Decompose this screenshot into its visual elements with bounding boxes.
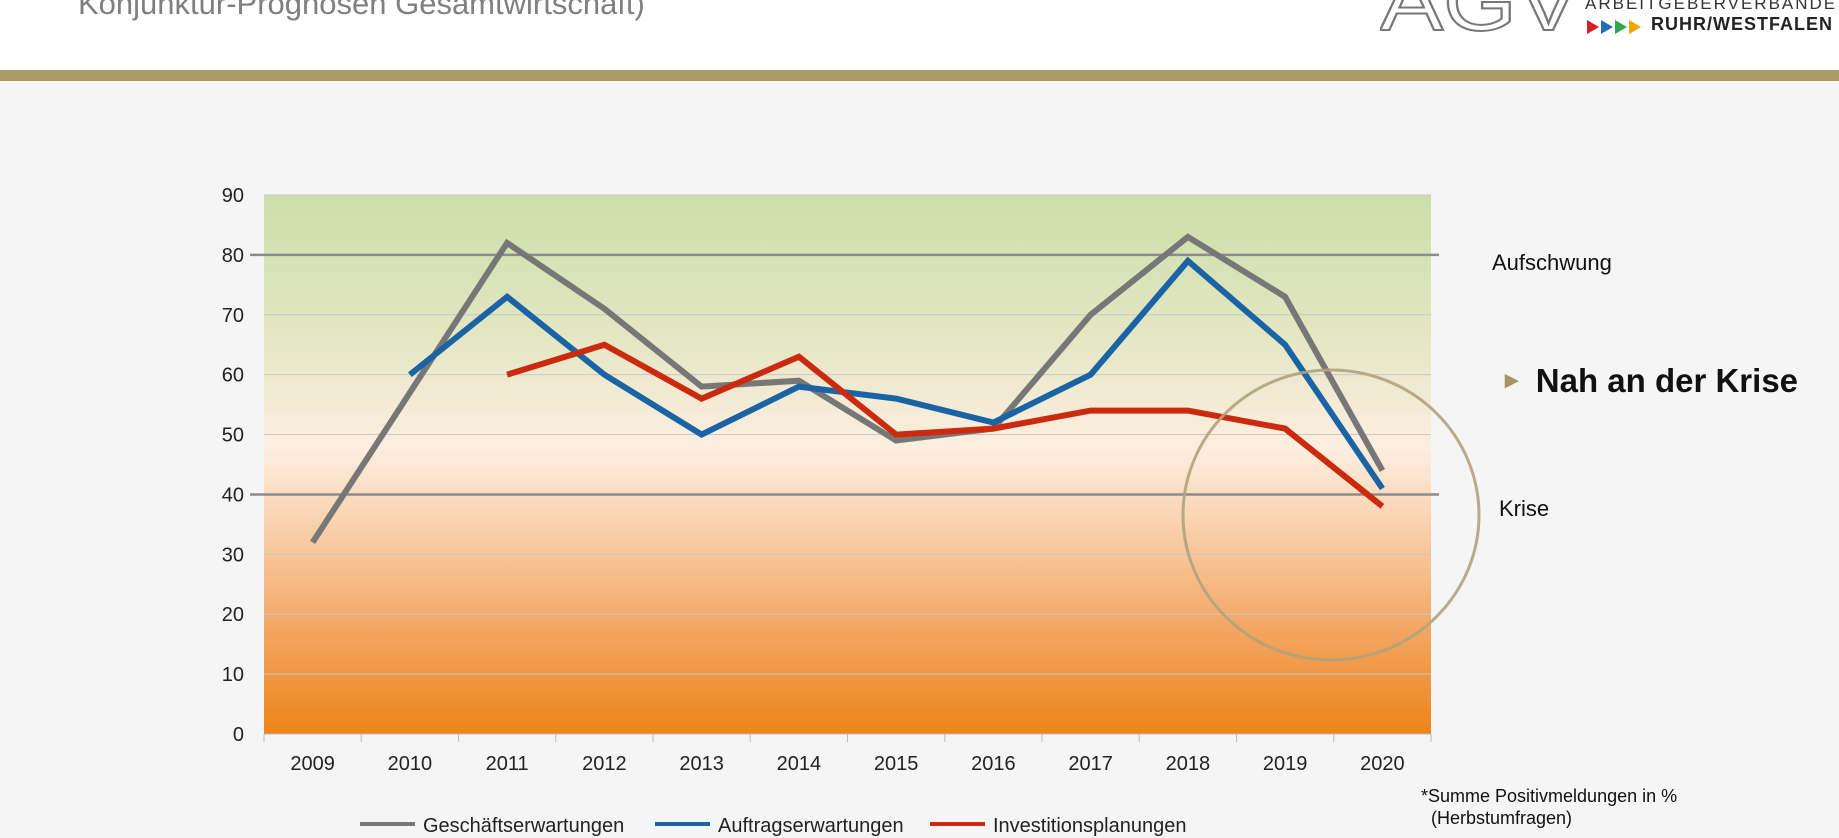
legend-swatch <box>930 822 985 826</box>
legend-label: Geschäftserwartungen <box>423 815 624 837</box>
x-tick-label: 2015 <box>874 753 919 775</box>
y-tick-label: 10 <box>222 664 244 686</box>
label-aufschwung: Aufschwung <box>1492 250 1612 276</box>
label-krise: Krise <box>1499 496 1549 522</box>
y-tick-label: 80 <box>222 245 244 267</box>
footnote-line1: *Summe Positivmeldungen in % <box>1421 785 1677 807</box>
x-tick-label: 2010 <box>388 753 433 775</box>
y-tick-label: 40 <box>222 484 244 506</box>
x-tick-label: 2018 <box>1166 753 1211 775</box>
y-tick-label: 60 <box>222 365 244 387</box>
triangle-bullet-icon: ► <box>1500 367 1524 394</box>
legend-item: Investitionsplanungen <box>930 815 1186 838</box>
x-tick-label: 2011 <box>486 753 529 775</box>
legend-label: Auftragserwartungen <box>718 815 904 837</box>
x-tick-label: 2017 <box>1068 753 1113 775</box>
y-tick-label: 20 <box>222 604 244 626</box>
legend-swatch <box>360 822 415 826</box>
y-tick-label: 90 <box>222 185 244 207</box>
footnote: *Summe Positivmeldungen in % (Herbstumfr… <box>1421 785 1677 829</box>
legend-swatch <box>655 822 710 826</box>
y-tick-label: 0 <box>233 724 244 746</box>
legend-item: Geschäftserwartungen <box>360 815 624 838</box>
legend-label: Investitionsplanungen <box>993 815 1186 837</box>
y-tick-label: 70 <box>222 305 244 327</box>
highlight-label: Nah an der Krise <box>1536 362 1798 399</box>
legend-item: Auftragserwartungen <box>655 815 904 838</box>
x-tick-label: 2016 <box>971 753 1016 775</box>
x-tick-label: 2012 <box>582 753 627 775</box>
x-tick-label: 2014 <box>777 753 822 775</box>
highlight-text: ► Nah an der Krise <box>1500 362 1798 400</box>
footnote-line2: (Herbstumfragen) <box>1421 807 1677 829</box>
x-tick-label: 2009 <box>290 753 335 775</box>
x-tick-label: 2020 <box>1360 753 1405 775</box>
y-tick-label: 50 <box>222 425 244 447</box>
x-tick-label: 2019 <box>1263 753 1308 775</box>
x-tick-label: 2013 <box>679 753 724 775</box>
y-tick-label: 30 <box>222 544 244 566</box>
